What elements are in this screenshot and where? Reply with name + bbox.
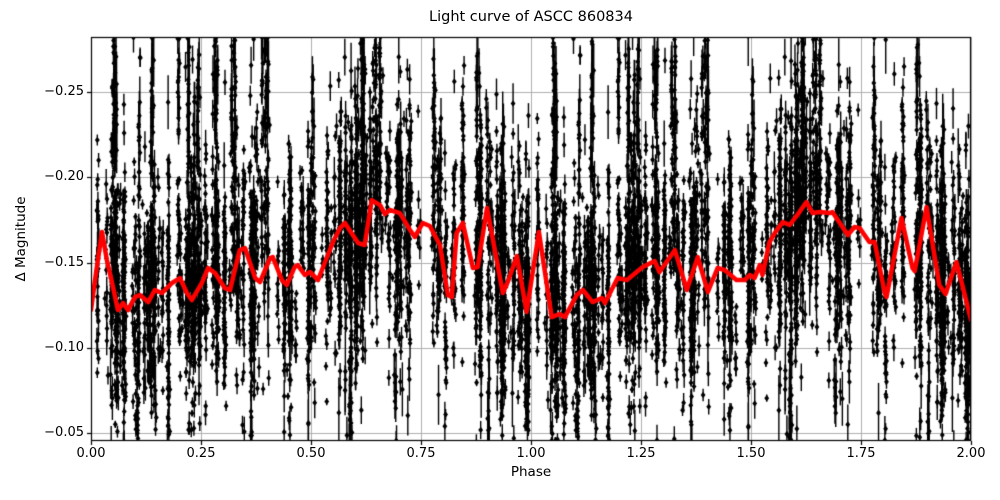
x-tick-label: 1.75 <box>846 446 876 461</box>
x-tick-label: 0.75 <box>406 446 436 461</box>
y-tick-label: −0.20 <box>44 169 84 185</box>
y-tick-label: −0.05 <box>44 424 84 440</box>
y-tick-label: −0.10 <box>44 339 84 355</box>
x-axis-label: Phase <box>510 464 552 480</box>
x-tick-label: 0.50 <box>296 446 326 461</box>
x-tick-label: 0.00 <box>76 446 106 461</box>
y-tick-label: −0.15 <box>44 254 84 270</box>
x-tick-label: 2.00 <box>956 446 986 461</box>
x-tick-label: 1.25 <box>626 446 656 461</box>
chart-title: Light curve of ASCC 860834 <box>429 9 633 25</box>
x-tick-label: 0.25 <box>186 446 216 461</box>
x-tick-label: 1.00 <box>516 446 546 461</box>
x-tick-label: 1.50 <box>736 446 766 461</box>
y-tick-label: −0.25 <box>44 84 84 100</box>
